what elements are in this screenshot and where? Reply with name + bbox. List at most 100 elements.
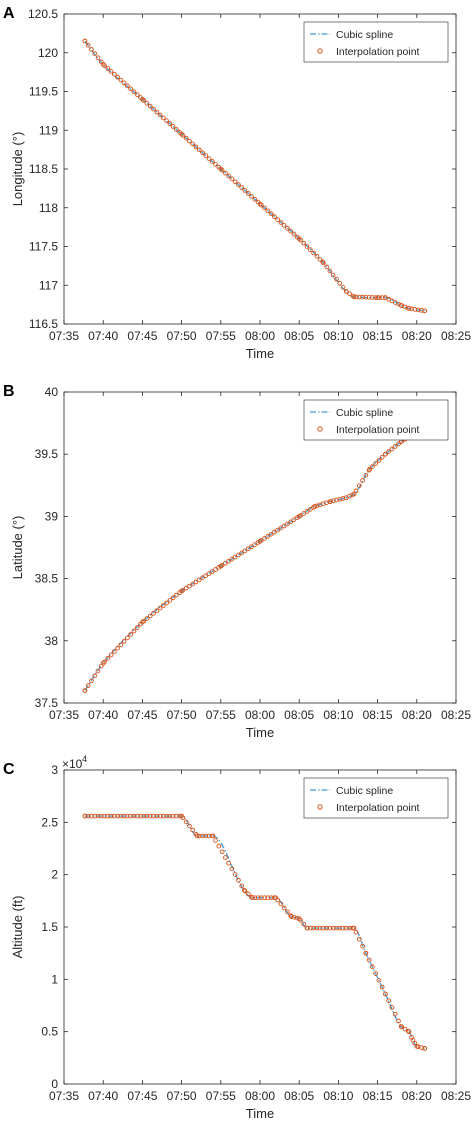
series-point-interpolation xyxy=(392,444,398,449)
series-point-interpolation xyxy=(179,813,184,819)
series-point-interpolation xyxy=(131,813,137,819)
series-point-interpolation xyxy=(219,167,225,173)
series-point-interpolation xyxy=(239,883,245,889)
series-point-interpolation xyxy=(193,144,199,150)
series-point-interpolation xyxy=(347,925,352,931)
series-point-interpolation xyxy=(180,132,186,138)
series-point-interpolation xyxy=(307,925,313,931)
plot-area xyxy=(63,769,457,1085)
series-point-interpolation xyxy=(140,96,145,102)
x-tick-label: 08:05 xyxy=(284,1089,314,1103)
series-point-interpolation xyxy=(190,141,196,147)
series-point-interpolation xyxy=(396,1018,401,1024)
series-point-interpolation xyxy=(363,950,369,956)
series-point-interpolation xyxy=(95,668,101,674)
legend-label-interpolation-point: Interpolation point xyxy=(336,46,420,58)
series-point-interpolation xyxy=(140,619,145,625)
x-tick-label: 07:50 xyxy=(167,1089,197,1103)
series-point-interpolation xyxy=(229,176,235,182)
series-point-interpolation xyxy=(414,1043,420,1049)
series-point-interpolation xyxy=(160,603,166,608)
series-point-interpolation xyxy=(337,925,343,931)
series-point-interpolation xyxy=(115,813,120,819)
series-point-interpolation xyxy=(203,833,209,839)
series-point-interpolation xyxy=(196,833,202,839)
x-tick-label: 08:25 xyxy=(441,1089,471,1103)
series-point-interpolation xyxy=(108,68,114,74)
y-tick-label: 2.5 xyxy=(41,815,58,829)
series-point-interpolation xyxy=(320,259,326,265)
series-point-interpolation xyxy=(327,925,333,931)
series-point-interpolation xyxy=(367,466,373,472)
series-point-interpolation xyxy=(398,1024,404,1029)
y-axis-label: Longitude (°) xyxy=(10,132,25,207)
y-tick-label: 40 xyxy=(45,385,59,399)
x-tick-label: 08:00 xyxy=(245,708,275,722)
series-point-interpolation xyxy=(419,307,424,313)
series-point-interpolation xyxy=(252,196,258,202)
series-point-interpolation xyxy=(105,66,111,71)
series-point-interpolation xyxy=(147,613,153,619)
series-point-interpolation xyxy=(281,523,287,529)
series-point-interpolation xyxy=(151,813,156,819)
series-point-interpolation xyxy=(307,247,313,253)
y-tick-label: 0 xyxy=(51,1077,58,1091)
series-point-interpolation xyxy=(118,813,124,819)
series-point-interpolation xyxy=(92,51,98,56)
x-tick-label: 07:55 xyxy=(206,329,236,343)
series-point-interpolation xyxy=(125,83,130,89)
series-point-interpolation xyxy=(334,276,339,282)
series-point-interpolation xyxy=(317,257,323,262)
y-tick-label: 117.5 xyxy=(29,240,58,254)
scale-exponent: 4 xyxy=(82,754,87,764)
legend-swatch-interpolation-point xyxy=(317,426,323,432)
series-point-interpolation xyxy=(366,957,372,963)
series-point-interpolation xyxy=(196,147,202,153)
x-tick-label: 07:35 xyxy=(49,329,79,343)
series-point-interpolation xyxy=(209,159,215,164)
series-point-interpolation xyxy=(170,813,176,819)
series-point-interpolation xyxy=(245,191,251,196)
series-point-interpolation xyxy=(265,208,271,214)
y-tick-label: 120 xyxy=(38,46,58,60)
scale-label: ×10 xyxy=(62,757,83,771)
series-point-interpolation xyxy=(121,813,127,819)
series-point-interpolation xyxy=(95,813,101,819)
series-point-interpolation xyxy=(275,217,280,222)
series-point-interpolation xyxy=(311,925,316,931)
series-point-interpolation xyxy=(265,533,271,539)
series-point-interpolation xyxy=(285,225,290,231)
series-point-interpolation xyxy=(298,237,303,243)
x-tick-label: 08:20 xyxy=(402,1089,432,1103)
y-axis-label: Latitude (°) xyxy=(10,516,25,580)
x-tick-label: 08:25 xyxy=(441,329,471,343)
y-tick-label: 1 xyxy=(51,972,58,986)
series-point-interpolation xyxy=(100,660,106,666)
series-point-interpolation xyxy=(356,294,362,300)
series-point-interpolation xyxy=(239,185,245,190)
series-point-interpolation xyxy=(223,855,228,860)
series-point-interpolation xyxy=(115,74,120,80)
series-point-interpolation xyxy=(351,491,357,497)
series-point-interpolation xyxy=(128,813,133,819)
x-tick-label: 07:55 xyxy=(206,1089,236,1103)
series-point-interpolation xyxy=(131,89,137,95)
series-point-interpolation xyxy=(343,925,349,931)
series-point-interpolation xyxy=(134,92,140,97)
x-tick-label: 08:20 xyxy=(402,329,432,343)
y-tick-label: 119 xyxy=(39,123,58,137)
x-axis-label: Time xyxy=(246,346,274,361)
series-point-interpolation xyxy=(218,166,224,172)
series-point-interpolation xyxy=(115,645,120,651)
series-point-interpolation xyxy=(174,813,179,819)
series-point-interpolation xyxy=(239,550,245,556)
legend-label-interpolation-point: Interpolation point xyxy=(336,424,420,436)
series-point-interpolation xyxy=(272,529,277,535)
series-point-interpolation xyxy=(386,998,392,1004)
series-point-interpolation xyxy=(386,449,392,454)
series-point-interpolation xyxy=(255,895,261,901)
series-point-interpolation xyxy=(285,909,290,915)
series-point-interpolation xyxy=(337,280,343,286)
series-point-interpolation xyxy=(304,244,310,249)
series-point-interpolation xyxy=(351,925,357,931)
